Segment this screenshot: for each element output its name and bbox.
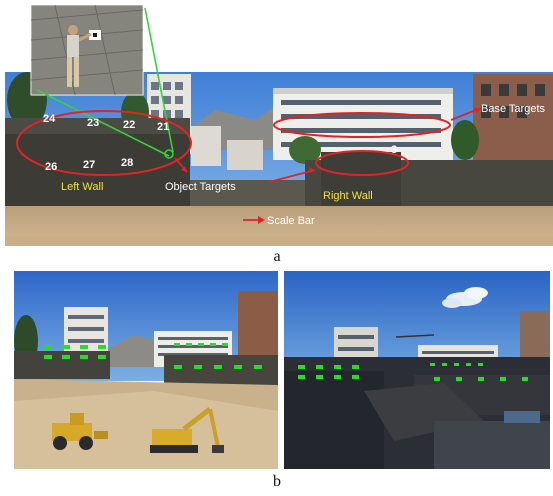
target-markers-left: [44, 343, 262, 369]
left-wall-label: Left Wall: [61, 181, 103, 193]
panel-b-left-photo: [14, 271, 278, 469]
point-number: 21: [157, 121, 169, 133]
point-number: 27: [83, 159, 95, 171]
point-number: 23: [87, 117, 99, 129]
loader-machine: [52, 413, 108, 450]
point-number: 3: [391, 144, 397, 156]
caption-b: b: [273, 473, 281, 490]
target-markers-right: [298, 363, 528, 381]
panel-a-photo: 24 23 22 21 26 27 28 3 Left Wall Right W…: [5, 0, 553, 246]
object-targets-label: Object Targets: [165, 181, 236, 193]
panel-b-right-photo: [284, 271, 550, 469]
point-number: 24: [43, 113, 56, 125]
point-number: 28: [121, 157, 133, 169]
excavator-machine: [150, 407, 224, 453]
caption-a: a: [273, 248, 281, 265]
scale-bar-label: Scale Bar: [267, 215, 315, 227]
right-wall-label: Right Wall: [323, 190, 373, 202]
base-targets-label: Base Targets: [481, 103, 546, 115]
point-number: 22: [123, 119, 135, 131]
point-number: 26: [45, 161, 57, 173]
surveyor-inset: [30, 4, 144, 96]
